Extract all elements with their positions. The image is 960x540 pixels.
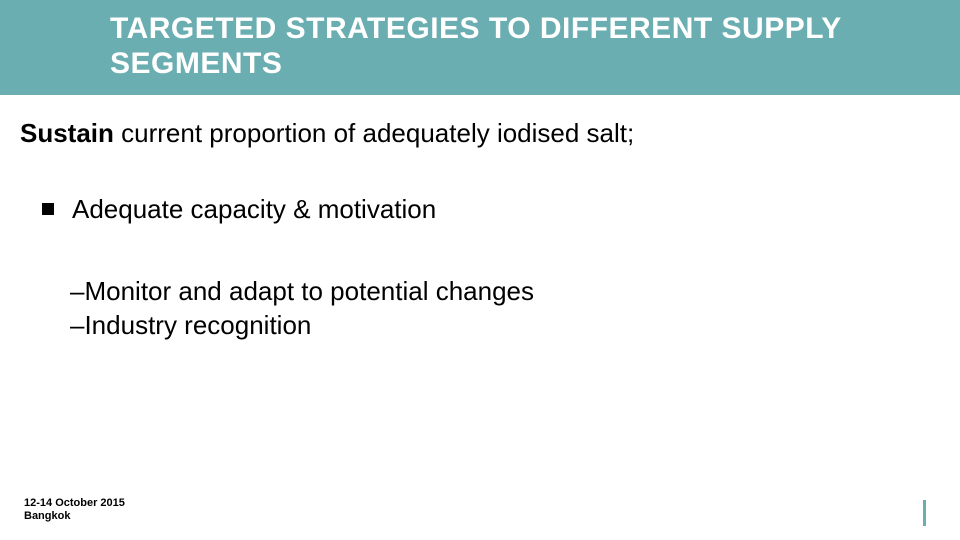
title-band: TARGETED STRATEGIES TO DIFFERENT SUPPLY … — [0, 0, 960, 95]
slide: TARGETED STRATEGIES TO DIFFERENT SUPPLY … — [0, 0, 960, 540]
slide-title: TARGETED STRATEGIES TO DIFFERENT SUPPLY … — [110, 12, 960, 81]
accent-bar — [923, 500, 926, 526]
subtitle: Sustain current proportion of adequately… — [20, 118, 634, 149]
dash-item: –Industry recognition — [70, 310, 311, 341]
bullet-text: Adequate capacity & motivation — [72, 194, 436, 225]
subtitle-rest: current proportion of adequately iodised… — [114, 118, 634, 148]
bullet-item: Adequate capacity & motivation — [42, 194, 436, 225]
dash-item: –Monitor and adapt to potential changes — [70, 276, 534, 307]
footer: 12-14 October 2015 Bangkok — [24, 497, 125, 525]
dash-text: –Industry recognition — [70, 310, 311, 340]
subtitle-bold: Sustain — [20, 118, 114, 148]
square-bullet-icon — [42, 203, 54, 215]
footer-date: 12-14 October 2015 — [24, 497, 125, 511]
dash-text: –Monitor and adapt to potential changes — [70, 276, 534, 306]
footer-location: Bangkok — [24, 510, 125, 524]
